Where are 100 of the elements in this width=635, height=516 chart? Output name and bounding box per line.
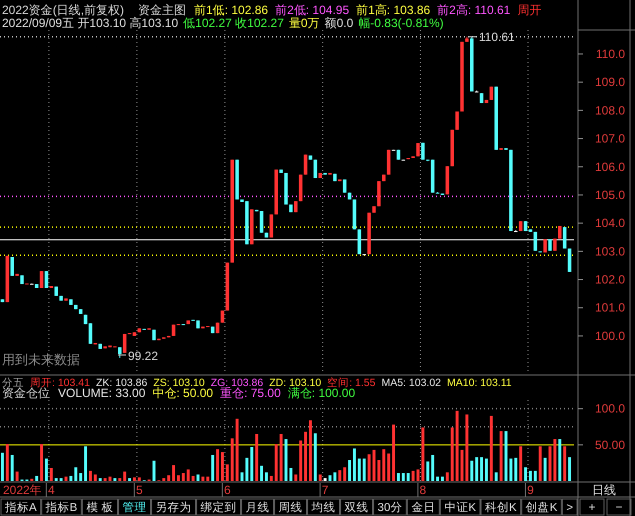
- bar: [94, 474, 97, 481]
- y-tick-label: 103.0: [594, 244, 626, 258]
- text: 中证K: [444, 501, 476, 514]
- y-tick-label: 109.0: [594, 75, 626, 90]
- bar: [324, 478, 327, 481]
- bar: [475, 457, 478, 481]
- candlestick: [490, 86, 494, 100]
- text: 前2高: 110.61: [437, 3, 511, 17]
- text: 均线: [310, 501, 336, 514]
- bar: [343, 467, 346, 481]
- x-tick-label: 8: [420, 483, 427, 497]
- candlestick: [543, 238, 547, 253]
- bar: [226, 464, 229, 481]
- bar: [416, 469, 420, 481]
- text: 2022年: [3, 483, 42, 497]
- bar: [490, 416, 493, 481]
- bar: [16, 472, 19, 481]
- y-tick-label: 102.0: [594, 272, 626, 287]
- bar: [440, 476, 444, 481]
- bar: [79, 473, 82, 481]
- text: 重仓: 75.00: [220, 386, 282, 400]
- y-tick-label: 104.0: [594, 216, 626, 230]
- bar: [220, 452, 224, 481]
- text: MA10: 103.11: [447, 377, 512, 389]
- bar: [534, 470, 537, 481]
- text: VOLUME: 33.00: [58, 386, 146, 400]
- bar: [412, 470, 415, 481]
- candlestick: [220, 310, 224, 324]
- bar: [544, 458, 547, 481]
- bar: [172, 465, 176, 481]
- bar: [387, 454, 390, 481]
- text: 30分: [378, 501, 402, 514]
- y-tick-label: 101.0: [594, 300, 626, 315]
- bar: [480, 457, 484, 481]
- bar: [128, 478, 132, 481]
- text: 前1低: 102.86: [194, 3, 268, 17]
- text: 创盘K: [526, 501, 558, 514]
- bar: [563, 446, 566, 481]
- text: 管理: [122, 501, 147, 514]
- text: 周开: [517, 3, 542, 17]
- bar: [260, 466, 264, 481]
- text: 前1高: 103.86: [356, 3, 430, 17]
- text: ZK: 103.86: [96, 377, 148, 389]
- annotation: 99.22: [128, 349, 158, 363]
- bar: [348, 460, 352, 481]
- bar: [64, 476, 68, 481]
- chart-subtitle: 资金主图: [138, 3, 186, 17]
- y-tick-label: 110.0: [596, 46, 626, 61]
- bar: [60, 478, 63, 481]
- bar: [289, 468, 292, 481]
- x-tick-label: 6: [224, 483, 231, 497]
- annotation: 用到未来数据: [2, 352, 80, 367]
- bar: [519, 446, 522, 481]
- bar: [352, 448, 356, 481]
- bar: [446, 472, 449, 481]
- bar: [6, 444, 9, 481]
- bar: [568, 457, 572, 481]
- text: 另存为: [156, 501, 192, 514]
- bar: [167, 475, 170, 481]
- bar: [377, 460, 380, 481]
- candlestick: [416, 142, 420, 157]
- y-tick-label: 107.0: [594, 132, 626, 146]
- x-tick-label: 9: [527, 483, 534, 497]
- bar: [264, 472, 268, 481]
- candlestick: [54, 286, 58, 296]
- bar: [182, 473, 185, 481]
- bar: [216, 449, 220, 481]
- annotation: 2022/09/09五 开103.10 高103.10: [2, 16, 178, 30]
- bar: [196, 474, 200, 481]
- chart-title: 资金仓位: [2, 386, 50, 400]
- bar: [328, 475, 332, 481]
- text: −: [615, 500, 623, 514]
- bar: [402, 473, 405, 481]
- annotation: 幅-0.83(-0.81%): [358, 16, 444, 30]
- bar: [138, 477, 141, 481]
- x-tick-label: 4: [48, 483, 55, 497]
- bar: [396, 473, 400, 481]
- bar: [236, 418, 239, 481]
- text: 双线: [344, 501, 369, 514]
- text: 满仓: 100.00: [288, 386, 356, 400]
- y-tick-label: 100.0: [594, 328, 626, 343]
- bar: [0, 452, 4, 481]
- bar: [255, 434, 258, 481]
- text: 空间: 1.55: [327, 376, 376, 389]
- candlestick: [118, 346, 122, 358]
- chart-title: 2022资金(日线,前复权): [2, 3, 124, 17]
- candlestick: [548, 238, 552, 252]
- bar: [358, 458, 361, 481]
- bar: [553, 439, 556, 481]
- bar: [465, 414, 468, 481]
- text: >: [566, 502, 574, 514]
- text: 中仓: 50.00: [152, 386, 214, 400]
- bar: [240, 472, 244, 481]
- bar: [299, 440, 302, 481]
- bar: [88, 470, 92, 481]
- text: 科创K: [485, 501, 518, 514]
- bar: [69, 476, 72, 481]
- text: 周开: 103.41: [30, 377, 90, 389]
- bar: [314, 433, 317, 481]
- bar: [50, 468, 53, 481]
